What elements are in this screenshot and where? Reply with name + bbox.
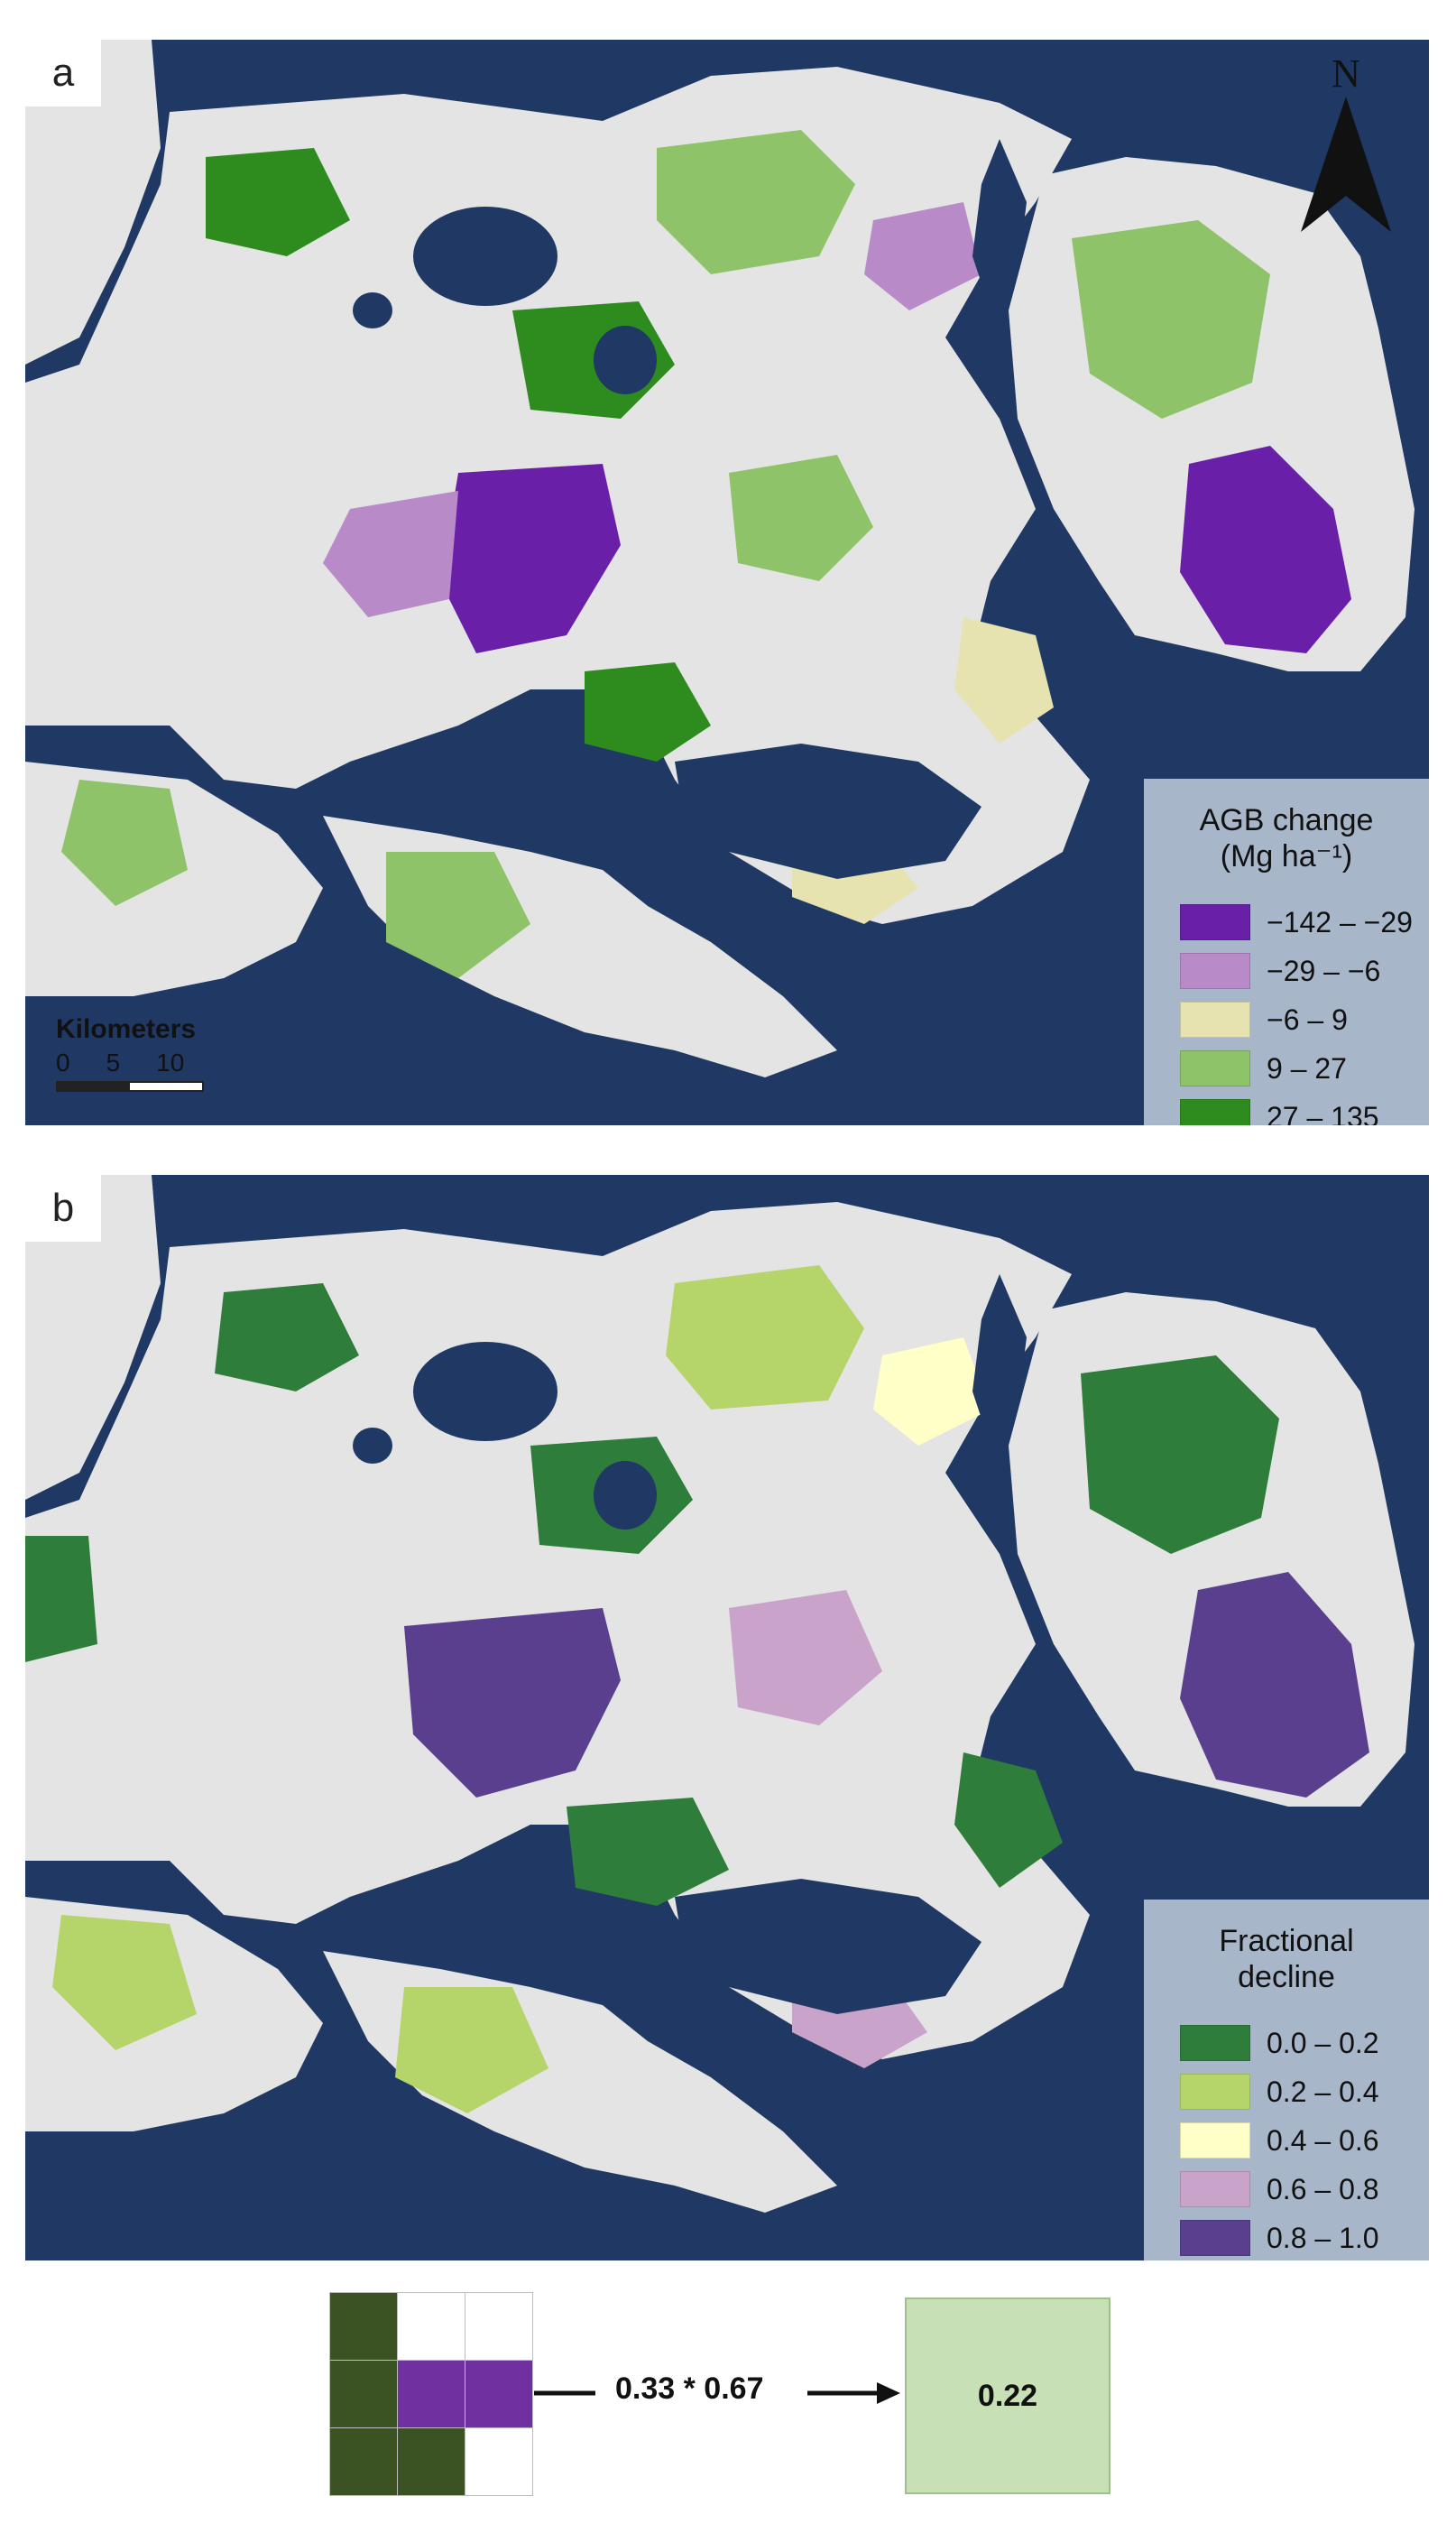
north-label: N <box>1332 51 1360 96</box>
scalebar-title: Kilometers <box>56 1014 197 1044</box>
legend-swatch <box>1180 953 1250 989</box>
legend-title: AGB change (Mg ha⁻¹) <box>1144 802 1429 874</box>
panel-label-b: b <box>25 1175 101 1242</box>
north-arrow: N <box>1301 51 1391 276</box>
legend-item: 0.0 – 0.2 <box>1180 2019 1429 2067</box>
legend-label: −6 – 9 <box>1267 1003 1348 1036</box>
legend-swatch <box>1180 904 1250 940</box>
lakes-b <box>353 1274 1027 2014</box>
legend-item: −6 – 9 <box>1180 995 1429 1044</box>
legend-swatch <box>1180 2122 1250 2159</box>
grid-cell-dark <box>398 2428 465 2495</box>
legend-item: −142 – −29 <box>1180 898 1429 947</box>
legend-label: 0.4 – 0.6 <box>1267 2123 1379 2157</box>
grid-cell-purple <box>398 2361 465 2427</box>
legend-label: 0.2 – 0.4 <box>1267 2075 1379 2108</box>
legend-swatch <box>1180 2220 1250 2256</box>
legend-item: 0.2 – 0.4 <box>1180 2067 1429 2116</box>
legend-label: −29 – −6 <box>1267 954 1381 987</box>
legend-agb-change: AGB change (Mg ha⁻¹) −142 – −29 −29 – −6… <box>1144 779 1429 1125</box>
grid-cell-white <box>465 2293 532 2360</box>
pixel-grid <box>329 2292 533 2496</box>
scalebar-ticks: 0 5 10 <box>56 1049 204 1077</box>
legend-title: Fractional decline <box>1219 1924 1354 1994</box>
grid-cell-white <box>465 2428 532 2495</box>
arrow-right-icon <box>877 2382 900 2404</box>
legend-title-unit: (Mg ha⁻¹) <box>1220 839 1353 874</box>
grid-cell-dark <box>330 2428 397 2495</box>
grid-cell-dark <box>330 2361 397 2427</box>
legend-item: −29 – −6 <box>1180 947 1429 995</box>
legend-label: 0.6 – 0.8 <box>1267 2172 1379 2205</box>
legend-swatch <box>1180 1050 1250 1086</box>
lakes-a <box>353 139 1027 879</box>
legend-item: 0.6 – 0.8 <box>1180 2165 1429 2214</box>
scalebar-tick: 5 <box>106 1049 121 1077</box>
legend-item: 27 – 135 <box>1180 1093 1429 1125</box>
map-panel-b: b Fractional decline 0.0 – 0.2 0.2 – 0.4… <box>25 1175 1429 2260</box>
legend-title-main: AGB change <box>1199 803 1374 837</box>
legend-swatch <box>1180 2074 1250 2110</box>
legend-label: 0.8 – 1.0 <box>1267 2221 1379 2254</box>
aggregation-diagram: 0.33 * 0.67 0.22 <box>0 2292 1456 2527</box>
legend-label: −142 – −29 <box>1267 905 1413 938</box>
fraction-formula: 0.33 * 0.67 <box>615 2371 764 2406</box>
legend-item: 0.4 – 0.6 <box>1180 2116 1429 2165</box>
legend-label: 9 – 27 <box>1267 1051 1347 1085</box>
legend-label: 0.0 – 0.2 <box>1267 2026 1379 2059</box>
grid-cell-dark <box>330 2293 397 2360</box>
diagram-arrows <box>534 2382 900 2404</box>
legend-swatch <box>1180 2171 1250 2207</box>
fraction-patches-b <box>25 1265 1369 2113</box>
north-arrow-icon <box>1301 97 1391 232</box>
grid-cell-purple <box>465 2361 532 2427</box>
scalebar-tick: 0 <box>56 1049 70 1077</box>
panel-label-a: a <box>25 40 101 106</box>
legend-item: 0.8 – 1.0 <box>1180 2214 1429 2260</box>
aggregated-result-cell: 0.22 <box>905 2297 1110 2494</box>
legend-swatch <box>1180 2025 1250 2061</box>
agb-patches-a <box>61 130 1351 978</box>
legend-items: −142 – −29 −29 – −6 −6 – 9 9 – 27 27 – 1… <box>1144 898 1429 1125</box>
legend-items: 0.0 – 0.2 0.2 – 0.4 0.4 – 0.6 0.6 – 0.8 … <box>1144 2019 1429 2260</box>
legend-item: 9 – 27 <box>1180 1044 1429 1093</box>
scalebar-tick: 10 <box>156 1049 185 1077</box>
scalebar-bar <box>56 1081 204 1092</box>
map-b-canvas <box>25 1175 1415 2213</box>
legend-swatch <box>1180 1002 1250 1038</box>
legend-fractional-decline: Fractional decline 0.0 – 0.2 0.2 – 0.4 0… <box>1144 1900 1429 2260</box>
scalebar: Kilometers 0 5 10 <box>56 1014 204 1092</box>
legend-swatch <box>1180 1099 1250 1125</box>
grid-cell-white <box>398 2293 465 2360</box>
legend-label: 27 – 135 <box>1267 1100 1379 1126</box>
map-panel-a: a N Kilometers 0 5 10 AGB change (Mg ha⁻… <box>25 40 1429 1125</box>
map-a-canvas <box>25 40 1415 1077</box>
